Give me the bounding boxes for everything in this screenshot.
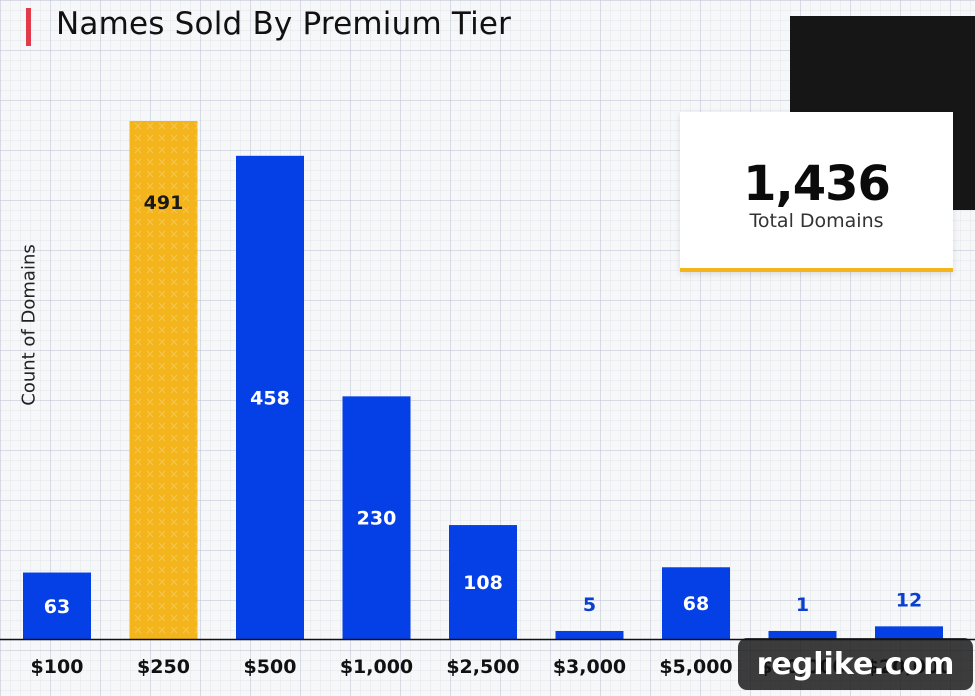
bar-value-label: 230 <box>357 508 397 530</box>
bar-value-label: 108 <box>463 572 503 594</box>
bar-value-label: 458 <box>250 387 290 409</box>
bar-9 <box>875 626 943 639</box>
bar-value-label: 63 <box>44 596 70 618</box>
bar-6 <box>555 631 624 639</box>
x-tick-label: $500 <box>244 656 297 678</box>
total-domains-value: 1,436 <box>743 156 891 212</box>
bar-5 <box>449 525 517 639</box>
x-tick-label: $3,000 <box>553 656 626 678</box>
bar-value-label: 12 <box>896 589 922 611</box>
total-domains-label: Total Domains <box>749 210 884 232</box>
bar-value-label: 5 <box>583 594 596 616</box>
chart-title: Names Sold By Premium Tier <box>56 6 512 42</box>
bar-hatch-overlay <box>129 121 198 639</box>
x-tick-label: $5,000 <box>659 656 732 678</box>
bar-7 <box>662 567 730 639</box>
watermark-text: reglike.com <box>756 646 955 682</box>
bar-value-label: 68 <box>683 593 709 615</box>
x-tick-label: $1,000 <box>340 656 413 678</box>
watermark-logo: reglike.com <box>738 638 973 690</box>
x-tick-label: $100 <box>31 656 84 678</box>
title-accent-bar <box>26 8 31 46</box>
bar-3 <box>236 155 304 639</box>
bar-value-label: 1 <box>796 594 809 616</box>
bar-8 <box>768 631 837 639</box>
bar-4 <box>342 396 411 639</box>
x-tick-label: $250 <box>137 656 190 678</box>
total-domains-card: 1,436 Total Domains <box>680 112 953 272</box>
bar-value-label: 491 <box>144 192 184 214</box>
bar-1 <box>23 572 91 639</box>
x-tick-label: $2,500 <box>446 656 519 678</box>
